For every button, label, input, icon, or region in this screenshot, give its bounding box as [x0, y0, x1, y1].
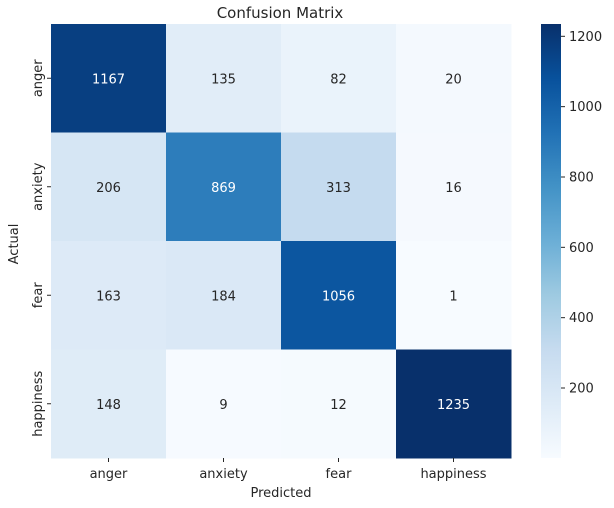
cell-value-label: 12: [330, 398, 347, 413]
x-tick-label: anger: [90, 467, 128, 482]
cell-value-label: 20: [445, 72, 462, 87]
cell-value-label: 163: [96, 289, 121, 304]
y-axis: anger anxiety fear happiness: [31, 59, 51, 437]
cell-value-label: 1235: [437, 398, 470, 413]
heatmap-cell-anxiety-anger: [51, 132, 167, 242]
colorbar-tick-label: 600: [569, 241, 594, 256]
cell-value-label: 206: [96, 181, 121, 196]
heatmap-cell-happiness-happiness: [396, 349, 512, 459]
colorbar-tick-label: 400: [569, 311, 594, 326]
heatmap-cell-fear-happiness: [396, 241, 512, 350]
cell-labels: 1167 135 82 20 206 869 313 16 163 184 1056 1 148 9 12 1…: [92, 72, 470, 413]
heatmap-cell-happiness-anger: [51, 349, 167, 459]
heatmap-cell-anger-anxiety: [166, 24, 282, 133]
y-tick-label: happiness: [31, 370, 46, 436]
cell-value-label: 82: [330, 72, 347, 87]
colorbar-tick-label: 800: [569, 170, 594, 185]
heatmap-cell-fear-anger: [51, 241, 167, 350]
colorbar-ticks: 200 400 600 800 1000 1200: [561, 30, 602, 397]
colorbar-tick-label: 1000: [569, 100, 602, 115]
x-axis-title: Predicted: [250, 486, 311, 501]
cell-value-label: 1167: [92, 72, 125, 87]
cell-value-label: 869: [211, 181, 236, 196]
heatmap-cell-happiness-fear: [281, 349, 397, 459]
cell-value-label: 9: [219, 398, 227, 413]
cell-value-label: 1056: [322, 289, 355, 304]
x-tick-label: anxiety: [199, 467, 248, 482]
heatmap-cell-fear-fear: [281, 241, 397, 350]
heatmap-cell-happiness-anxiety: [166, 349, 282, 459]
cell-value-label: 184: [211, 289, 236, 304]
cell-value-label: 16: [445, 181, 462, 196]
y-tick-label: fear: [31, 282, 46, 309]
x-tick-label: fear: [326, 467, 353, 482]
y-tick-label: anxiety: [31, 162, 46, 211]
cell-value-label: 135: [211, 72, 236, 87]
chart-title: Confusion Matrix: [217, 4, 344, 22]
colorbar: [541, 24, 561, 458]
heatmap-cell-anxiety-fear: [281, 132, 397, 242]
heatmap-cell-anxiety-happiness: [396, 132, 512, 242]
colorbar-tick-label: 1200: [569, 30, 602, 45]
y-tick-label: anger: [31, 59, 46, 97]
heatmap-cell-anger-fear: [281, 24, 397, 133]
x-axis: anger anxiety fear happiness: [90, 458, 487, 482]
y-axis-title: Actual: [7, 224, 22, 265]
x-tick-label: happiness: [420, 467, 486, 482]
heatmap-cells: [51, 24, 512, 459]
cell-value-label: 148: [96, 398, 121, 413]
cell-value-label: 313: [326, 181, 351, 196]
heatmap-cell-fear-anxiety: [166, 241, 282, 350]
colorbar-tick-label: 200: [569, 382, 594, 397]
heatmap-cell-anxiety-anxiety: [166, 132, 282, 242]
cell-value-label: 1: [449, 289, 457, 304]
heatmap-cell-anger-happiness: [396, 24, 512, 133]
heatmap-cell-anger-anger: [51, 24, 167, 133]
